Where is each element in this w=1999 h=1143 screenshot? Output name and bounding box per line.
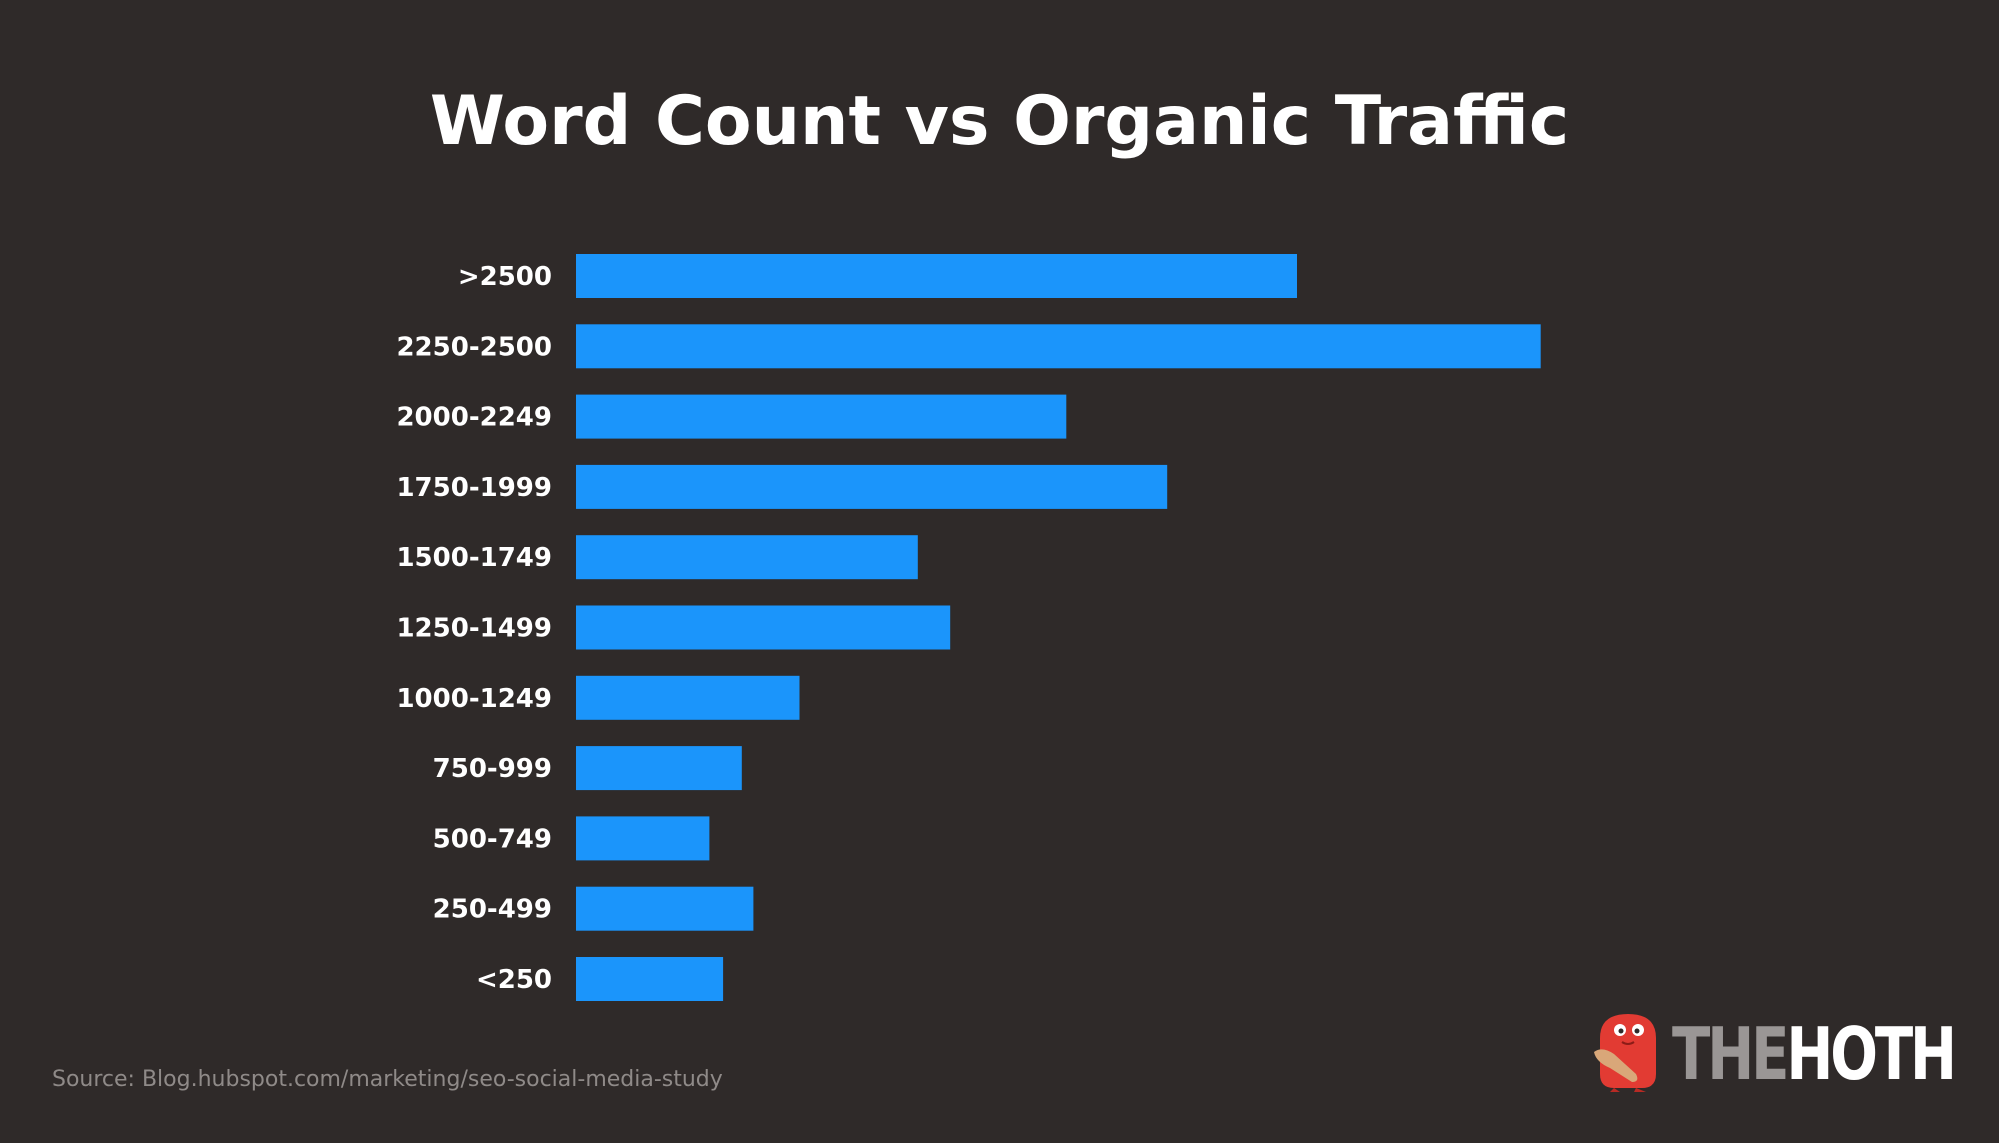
- bar-5: [576, 605, 951, 650]
- category-label-9: 250-499: [433, 895, 552, 925]
- logo-text-hoth: HOTH: [1786, 1012, 1957, 1096]
- category-label-1: 2250-2500: [396, 332, 552, 362]
- category-label-6: 1000-1249: [396, 684, 552, 714]
- bar-1: [576, 324, 1541, 369]
- thehoth-logo: THEHOTH: [1592, 1008, 1957, 1098]
- bar-10: [576, 957, 724, 1001]
- category-labels-group: >2500 2250-2500 2000-2249 1750-1999 1500-174…: [396, 262, 552, 995]
- category-label-4: 1500-1749: [396, 543, 552, 573]
- red-monster-mascot-icon: [1594, 1014, 1656, 1092]
- category-label-5: 1250-1499: [396, 614, 552, 644]
- category-label-10: <250: [476, 965, 552, 995]
- thehoth-wordmark: THEHOTH: [1672, 1012, 1957, 1096]
- category-label-3: 1750-1999: [396, 473, 552, 503]
- bar-0: [576, 254, 1297, 298]
- chart-title: Word Count vs Organic Traffic: [429, 82, 1570, 161]
- source-note: Source: Blog.hubspot.com/marketing/seo-s…: [52, 1067, 723, 1092]
- bar-4: [576, 535, 918, 580]
- logo-text-the: THE: [1672, 1012, 1789, 1096]
- category-label-8: 500-749: [433, 824, 552, 854]
- category-label-7: 750-999: [433, 754, 552, 784]
- bar-7: [576, 746, 742, 791]
- category-label-0: >2500: [458, 262, 552, 292]
- category-label-2: 2000-2249: [396, 403, 552, 433]
- bar-8: [576, 816, 710, 861]
- bar-6: [576, 675, 800, 720]
- bars-group: [576, 254, 1541, 1001]
- bar-9: [576, 886, 754, 931]
- bar-3: [576, 464, 1168, 509]
- bar-2: [576, 394, 1067, 439]
